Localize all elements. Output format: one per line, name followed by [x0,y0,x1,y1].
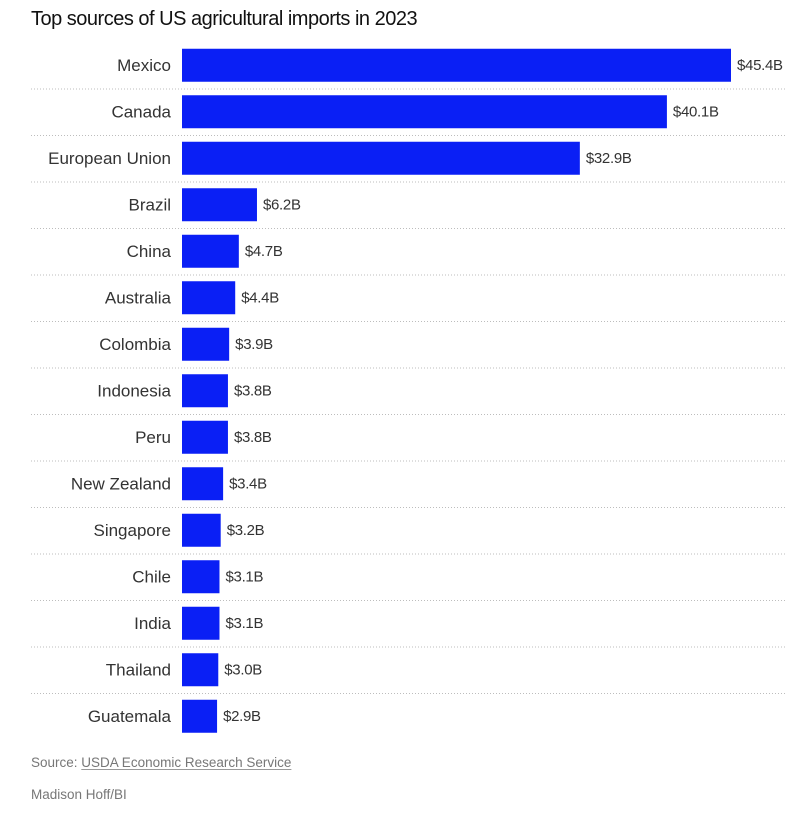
bar [182,513,221,547]
source-link[interactable]: USDA Economic Research Service [81,755,292,770]
credit-line: Madison Hoff/BI [31,787,127,802]
category-label: Canada [111,102,171,121]
value-label: $4.7B [245,243,283,260]
bar [182,281,236,315]
bar [182,606,220,640]
value-label: $32.9B [586,150,632,167]
category-label: New Zealand [71,474,171,493]
value-label: $45.4B [737,57,783,74]
bar [182,467,224,501]
bar [182,560,220,594]
bar [182,234,239,268]
bar [182,95,667,129]
chart-title: Top sources of US agricultural imports i… [31,8,418,30]
bar [182,188,257,222]
bar [182,420,228,454]
bar [182,48,731,82]
value-label: $3.1B [225,615,263,632]
category-label: India [134,614,171,633]
value-label: $3.8B [234,382,272,399]
bar [182,699,218,733]
bar [182,374,228,408]
value-label: $40.1B [673,103,719,120]
value-label: $3.0B [224,661,262,678]
category-label: Guatemala [88,707,172,726]
category-label: Colombia [99,335,171,354]
bar [182,141,580,175]
value-label: $3.2B [227,522,265,539]
category-label: Singapore [93,521,171,540]
value-label: $4.4B [241,289,279,306]
category-label: Peru [135,428,171,447]
category-label: Thailand [106,660,171,679]
category-label: China [127,242,172,261]
category-label: Brazil [128,195,171,214]
bar [182,327,230,361]
value-label: $6.2B [263,196,301,213]
bar [182,653,219,687]
category-label: European Union [48,149,171,168]
category-label: Australia [105,288,172,307]
value-label: $3.8B [234,429,272,446]
source-prefix: Source: [31,755,78,770]
value-label: $3.1B [225,568,263,585]
bar-chart: Mexico $45.4B Canada $40.1B European Union $3… [31,48,786,733]
value-label: $3.9B [235,336,273,353]
value-label: $3.4B [229,475,267,492]
category-label: Indonesia [97,381,171,400]
value-label: $2.9B [223,708,261,725]
category-label: Chile [132,567,171,586]
category-label: Mexico [117,56,171,75]
source-line: Source: USDA Economic Research Service [31,755,291,770]
